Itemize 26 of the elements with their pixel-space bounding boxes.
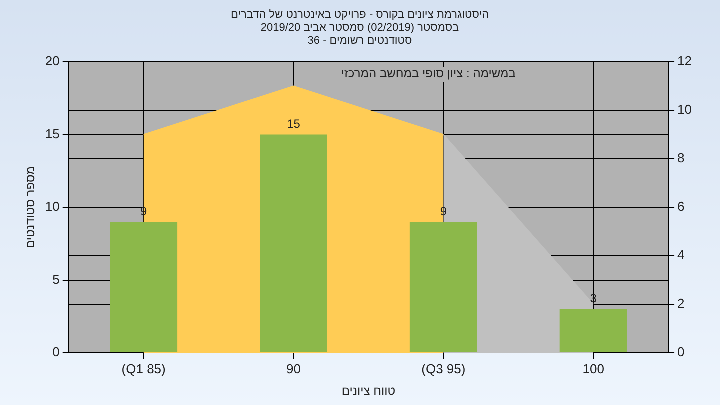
y-tick-label: 15 [45, 126, 60, 142]
y2-tick-label: 2 [678, 296, 685, 312]
bar [560, 309, 628, 352]
y-tick-label: 10 [45, 199, 60, 214]
y-axis-title: מספר סטודנטים [24, 166, 38, 249]
y2-tick-label: 12 [678, 54, 692, 69]
x-tick-label: (Q1 85) [122, 361, 166, 376]
y-tick-label: 5 [52, 272, 60, 287]
y2-tick-label: 0 [678, 344, 685, 360]
data-label: 9 [440, 204, 448, 218]
x-tick-label: 100 [582, 361, 604, 376]
x-tick-label: (Q3 95) [422, 361, 466, 376]
annotation: במשימה : ציון סופי במחשב המרכזי [341, 66, 516, 80]
y2-tick-label: 4 [678, 248, 685, 263]
y-tick-label: 0 [52, 344, 60, 360]
y2-tick-label: 6 [678, 199, 685, 214]
bar [110, 222, 178, 352]
data-label: 15 [287, 117, 301, 132]
x-tick-label: 90 [286, 361, 301, 376]
x-axis-title: טווח ציונים [342, 384, 396, 398]
y2-tick-label: 10 [678, 102, 692, 118]
y2-tick-label: 8 [678, 150, 685, 166]
bar [260, 134, 328, 352]
chart-title: היסטוגרמת ציונים בקורס - פרויקט באינטרנט של הדברים בסמסטר (02/2019) סמסטר אביב 2019/20 סטודנטים רשומים - 36 [230, 9, 490, 48]
bar [410, 222, 478, 352]
y-tick-label: 20 [45, 54, 60, 69]
